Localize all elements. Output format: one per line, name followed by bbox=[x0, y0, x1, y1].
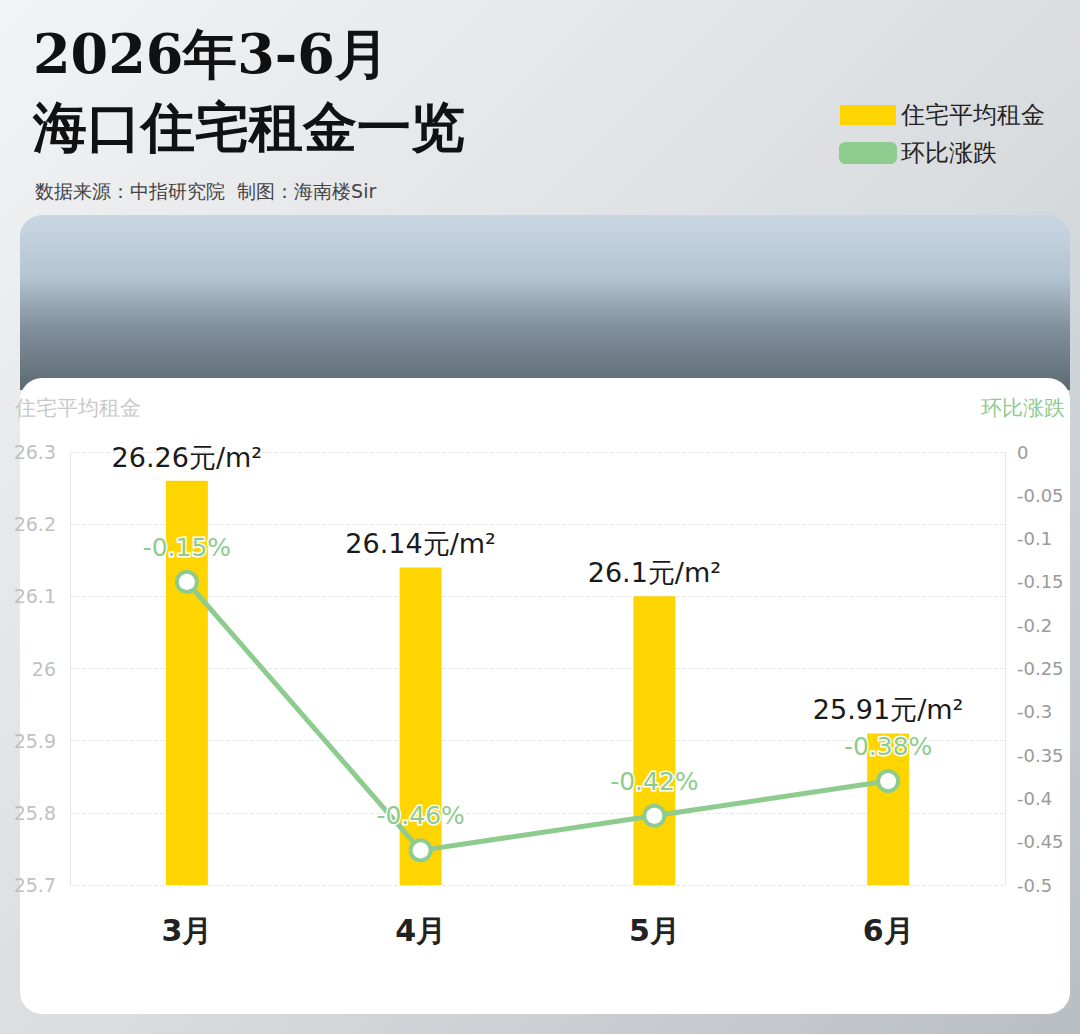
svg-text:-0.2: -0.2 bbox=[1017, 615, 1052, 636]
svg-text:25.7: 25.7 bbox=[14, 874, 56, 896]
svg-text:-0.46%: -0.46% bbox=[376, 801, 464, 830]
svg-text:26.2: 26.2 bbox=[14, 513, 56, 535]
svg-text:-0.05: -0.05 bbox=[1017, 485, 1064, 506]
svg-text:住宅平均租金: 住宅平均租金 bbox=[900, 101, 1045, 129]
svg-text:-0.42%: -0.42% bbox=[610, 767, 698, 796]
svg-text:数据来源：中指研究院 制图：海南楼Sir: 数据来源：中指研究院 制图：海南楼Sir bbox=[35, 180, 376, 202]
svg-text:-0.15%: -0.15% bbox=[143, 533, 231, 562]
svg-text:4月: 4月 bbox=[395, 913, 446, 948]
svg-text:26.14元/m²: 26.14元/m² bbox=[345, 528, 496, 559]
svg-text:-0.1: -0.1 bbox=[1017, 528, 1052, 549]
svg-text:2026年3-6月: 2026年3-6月 bbox=[33, 22, 389, 86]
svg-text:环比涨跌: 环比涨跌 bbox=[981, 396, 1065, 420]
svg-text:住宅平均租金: 住宅平均租金 bbox=[14, 396, 141, 420]
svg-text:-0.5: -0.5 bbox=[1017, 875, 1052, 896]
svg-text:26.1元/m²: 26.1元/m² bbox=[588, 557, 721, 588]
svg-text:-0.35: -0.35 bbox=[1017, 745, 1064, 766]
svg-text:-0.45: -0.45 bbox=[1017, 831, 1064, 852]
svg-text:25.9: 25.9 bbox=[14, 730, 56, 752]
svg-text:环比涨跌: 环比涨跌 bbox=[901, 139, 997, 167]
svg-text:26.3: 26.3 bbox=[14, 441, 56, 463]
svg-text:5月: 5月 bbox=[629, 913, 680, 948]
svg-text:25.8: 25.8 bbox=[14, 802, 56, 824]
svg-text:-0.3: -0.3 bbox=[1017, 701, 1052, 722]
svg-text:-0.38%: -0.38% bbox=[844, 732, 932, 761]
svg-text:-0.4: -0.4 bbox=[1017, 788, 1052, 809]
svg-text:6月: 6月 bbox=[863, 913, 914, 948]
svg-text:26: 26 bbox=[32, 658, 56, 680]
svg-text:0: 0 bbox=[1017, 442, 1028, 463]
svg-text:25.91元/m²: 25.91元/m² bbox=[813, 694, 964, 725]
svg-text:海口住宅租金一览: 海口住宅租金一览 bbox=[32, 95, 465, 159]
svg-text:3月: 3月 bbox=[161, 913, 212, 948]
svg-text:26.26元/m²: 26.26元/m² bbox=[112, 442, 263, 473]
svg-text:26.1: 26.1 bbox=[14, 585, 56, 607]
svg-text:-0.15: -0.15 bbox=[1017, 571, 1064, 592]
svg-text:-0.25: -0.25 bbox=[1017, 658, 1064, 679]
